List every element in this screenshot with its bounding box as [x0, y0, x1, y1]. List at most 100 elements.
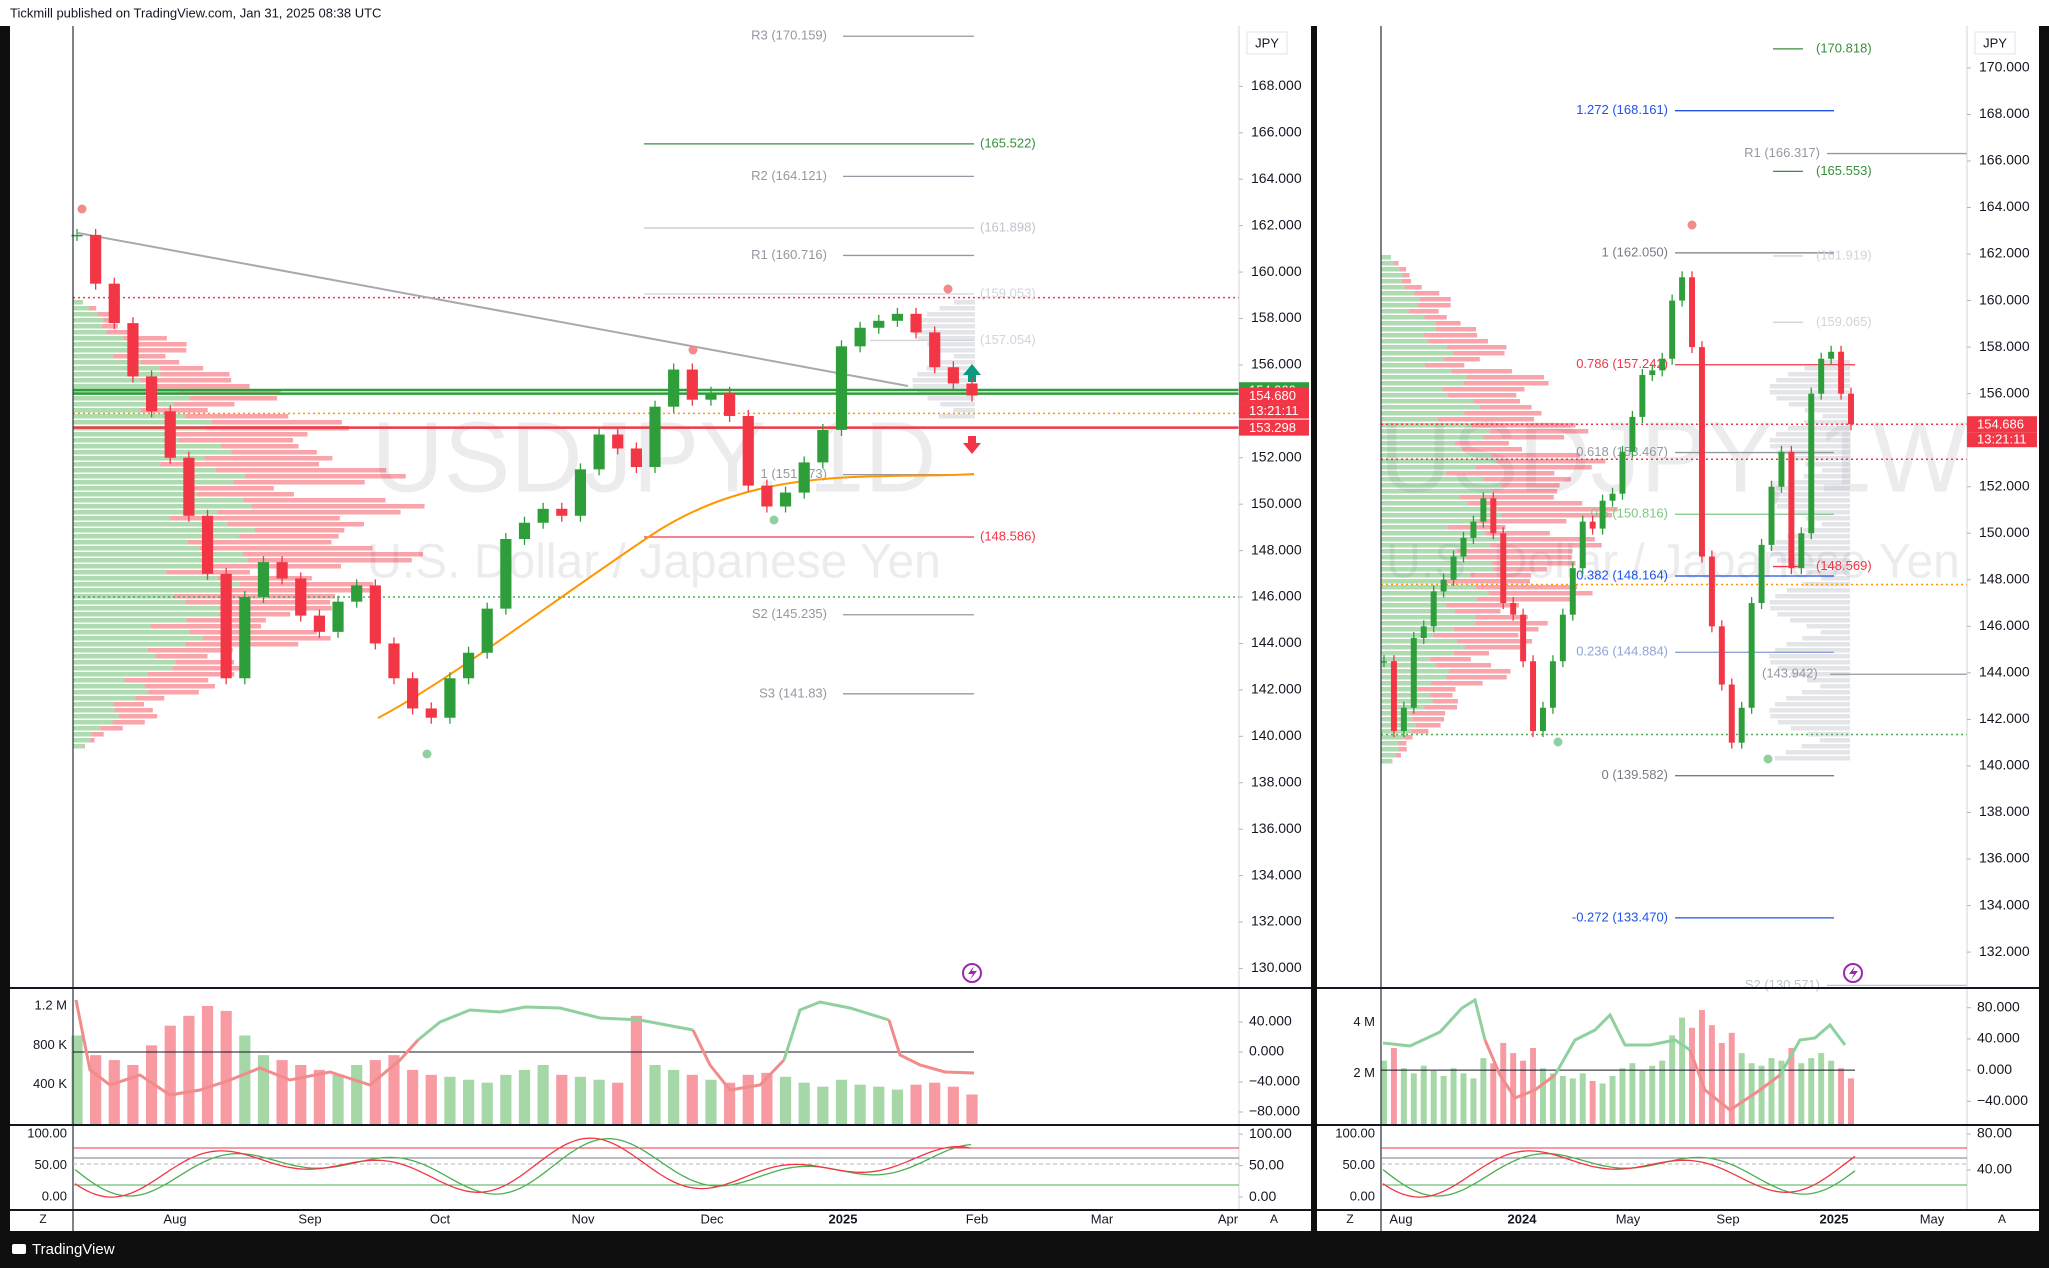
volume-profile-row — [73, 684, 145, 689]
volume-profile-row — [1501, 513, 1613, 518]
volume-bar — [1390, 1048, 1397, 1124]
price-tick-label: 148.000 — [1979, 570, 2030, 586]
volume-profile-row — [1474, 621, 1548, 626]
volume-bar — [71, 1035, 83, 1124]
volume-profile-row — [144, 684, 215, 689]
volume-profile-row — [73, 702, 114, 707]
volume-profile-row — [1424, 705, 1457, 710]
candle — [462, 652, 475, 679]
stoch-tick-label: 80.00 — [1977, 1125, 2012, 1141]
volume-profile-row — [73, 480, 234, 485]
volume-profile-row — [73, 558, 248, 563]
session-profile-row — [953, 408, 975, 413]
volume-bar — [891, 1089, 904, 1124]
volume-profile-row — [1475, 585, 1578, 590]
volume-profile-row — [73, 732, 92, 737]
volume-profile-row — [1432, 699, 1458, 704]
session-profile-row — [1775, 540, 1850, 545]
volume-profile-row — [73, 570, 167, 575]
candle — [1539, 707, 1546, 732]
price-tick-label: 152.000 — [1251, 448, 1302, 464]
volume-profile-row — [129, 348, 187, 353]
volume-bar — [1798, 1063, 1805, 1124]
candle — [1599, 500, 1606, 529]
candle — [1689, 277, 1696, 348]
volume-bar — [388, 1055, 400, 1124]
volume-profile-row — [1381, 741, 1399, 746]
volume-profile-row — [73, 348, 130, 353]
volume-profile-row — [1401, 279, 1412, 284]
session-profile-row — [1777, 666, 1850, 671]
volume-bar — [369, 1060, 381, 1124]
volume-profile-row — [1412, 717, 1445, 722]
price-tick-label: 150.000 — [1979, 524, 2030, 540]
volume-bar — [1669, 1035, 1676, 1124]
volume-profile-row — [73, 444, 221, 449]
candle — [1609, 493, 1616, 501]
volume-profile-row — [1381, 471, 1447, 476]
volume-profile-row — [1443, 579, 1531, 584]
session-profile-row — [1807, 732, 1850, 737]
price-tick-label: 160.000 — [1251, 263, 1302, 279]
price-tick-label: 148.000 — [1251, 541, 1302, 557]
price-tick-label: 156.000 — [1979, 384, 2030, 400]
candle — [351, 585, 363, 602]
volume-profile-row — [1398, 741, 1407, 746]
volume-profile-row — [1492, 561, 1576, 566]
watermark-description: U.S. Dollar / Japanese Yen — [1386, 536, 1960, 589]
session-profile-row — [1786, 588, 1850, 593]
volume-bar — [1848, 1078, 1854, 1124]
candle — [1470, 521, 1477, 538]
candle — [1410, 637, 1417, 708]
alert-icon — [1843, 963, 1863, 983]
candle — [145, 376, 158, 412]
volume-bar — [947, 1086, 959, 1124]
volume-profile-row — [1381, 687, 1418, 692]
candle — [1738, 707, 1745, 743]
volume-profile-row — [73, 618, 187, 623]
candle — [1708, 556, 1715, 627]
volume-profile-row — [1381, 543, 1491, 548]
volume-bar — [686, 1074, 698, 1124]
oscillator-line — [417, 1005, 694, 1042]
volume-profile-row — [73, 552, 244, 557]
session-profile-row — [1769, 654, 1850, 659]
volume-profile-row — [1381, 345, 1447, 350]
signal-dot — [1553, 737, 1563, 747]
volume-bar — [1579, 1073, 1586, 1124]
session-profile-row — [953, 354, 975, 359]
volume-profile-row — [244, 474, 406, 479]
price-tick-label: 164.000 — [1979, 198, 2030, 214]
volume-profile-row — [1501, 483, 1560, 488]
volume-profile-row — [1381, 327, 1436, 332]
stoch-left-label: 0.00 — [1350, 1188, 1375, 1203]
alert-bolt — [1849, 966, 1858, 980]
volume-tick-label: 400 K — [33, 1076, 67, 1091]
volume-profile-row — [101, 324, 118, 329]
osc-tick-label: −40.000 — [1249, 1073, 1300, 1089]
level-label: (165.522) — [980, 135, 1036, 150]
volume-profile-row — [1459, 495, 1554, 500]
candle — [1619, 451, 1626, 494]
price-tick-label: 136.000 — [1979, 850, 2030, 866]
countdown-label: 13:21:11 — [1977, 432, 2027, 447]
candle — [649, 406, 661, 468]
candle — [798, 462, 810, 493]
price-tick-label: 162.000 — [1251, 216, 1302, 232]
volume-bar — [1698, 1010, 1705, 1124]
level-label: (148.586) — [980, 528, 1036, 543]
volume-profile-row — [73, 396, 190, 401]
candle — [742, 415, 754, 486]
session-profile-row — [1807, 678, 1850, 683]
candle — [1659, 358, 1666, 371]
volume-profile-row — [73, 450, 232, 455]
session-profile-row — [1822, 468, 1850, 473]
volume-profile-row — [113, 702, 145, 707]
candle — [1629, 416, 1636, 452]
volume-profile-row — [1381, 411, 1465, 416]
stoch-left-label: 100.00 — [27, 1126, 67, 1141]
volume-bar — [1718, 1042, 1725, 1124]
